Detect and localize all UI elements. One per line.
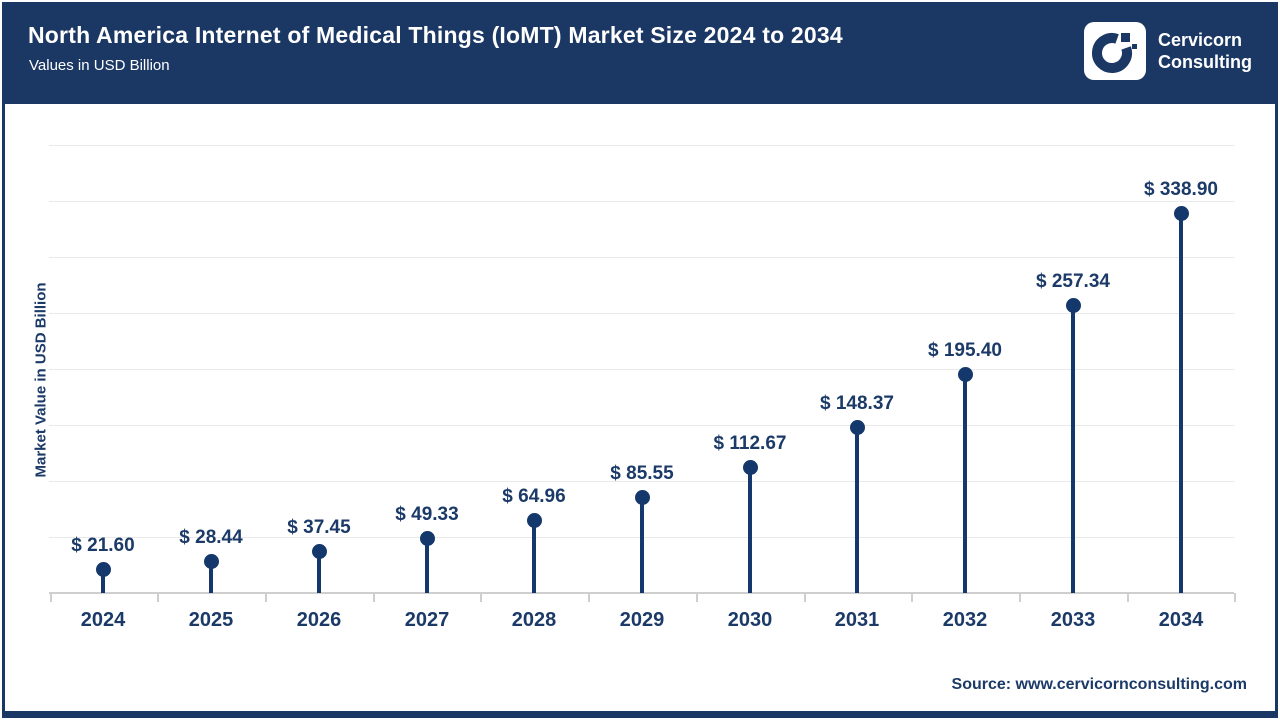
brand-logo: Cervicorn Consulting xyxy=(1084,22,1252,80)
x-axis-label: 2027 xyxy=(404,609,450,631)
lollipop-dot xyxy=(1174,206,1189,221)
frame-border-right xyxy=(1275,104,1278,718)
lollipop-stem xyxy=(317,551,321,593)
lollipop-dot xyxy=(958,367,973,382)
value-label: $ 112.67 xyxy=(713,433,787,454)
x-axis-label: 2025 xyxy=(188,609,234,631)
lollipop-stem xyxy=(532,520,536,593)
header: North America Internet of Medical Things… xyxy=(2,2,1278,104)
lollipop-stem xyxy=(1179,213,1183,593)
x-axis-tick xyxy=(1234,593,1236,602)
lollipop-dot xyxy=(743,460,758,475)
gridline xyxy=(49,145,1234,146)
value-label: $ 195.40 xyxy=(928,340,1002,361)
brand-logo-text: Cervicorn Consulting xyxy=(1158,29,1252,73)
x-axis-line xyxy=(49,592,1234,594)
x-axis-tick xyxy=(157,593,159,602)
brand-logo-line1: Cervicorn xyxy=(1158,30,1243,50)
lollipop-stem xyxy=(963,374,967,593)
x-axis-label: 2030 xyxy=(727,609,773,631)
gridline xyxy=(49,425,1234,426)
frame-border-bottom xyxy=(2,711,1278,718)
x-axis-label: 2033 xyxy=(1050,609,1096,631)
x-axis-label: 2028 xyxy=(511,609,557,631)
x-axis-tick xyxy=(265,593,267,602)
gridline xyxy=(49,313,1234,314)
y-axis-title: Market Value in USD Billion xyxy=(32,282,50,478)
gridline xyxy=(49,257,1234,258)
lollipop-dot xyxy=(312,544,327,559)
source-note: Source: www.cervicornconsulting.com xyxy=(951,676,1247,693)
lollipop-dot xyxy=(1066,298,1081,313)
value-label: $ 28.44 xyxy=(179,527,243,548)
value-label: $ 49.33 xyxy=(395,504,459,525)
value-label: $ 85.55 xyxy=(610,463,674,484)
frame-border-left xyxy=(2,104,5,718)
gridline xyxy=(49,481,1234,482)
value-label: $ 64.96 xyxy=(502,486,566,507)
x-axis-tick xyxy=(588,593,590,602)
x-axis-tick xyxy=(804,593,806,602)
lollipop-stem xyxy=(640,497,644,593)
x-axis-tick xyxy=(480,593,482,602)
x-axis-tick xyxy=(1019,593,1021,602)
x-axis-tick xyxy=(373,593,375,602)
value-label: $ 338.90 xyxy=(1144,179,1218,200)
x-axis-label: 2026 xyxy=(296,609,342,631)
page-title: North America Internet of Medical Things… xyxy=(28,22,843,48)
lollipop-dot xyxy=(850,420,865,435)
cervicorn-logo-icon xyxy=(1084,22,1147,80)
x-axis-tick xyxy=(911,593,913,602)
brand-logo-line2: Consulting xyxy=(1158,52,1252,72)
value-label: $ 257.34 xyxy=(1036,271,1110,292)
x-axis-label: 2032 xyxy=(942,609,988,631)
value-label: $ 37.45 xyxy=(287,517,351,538)
lollipop-stem xyxy=(1071,305,1075,593)
lollipop-dot xyxy=(204,554,219,569)
x-axis-tick xyxy=(696,593,698,602)
lollipop-dot xyxy=(420,531,435,546)
gridline xyxy=(49,369,1234,370)
lollipop-stem xyxy=(209,561,213,593)
lollipop-stem xyxy=(855,427,859,593)
x-axis-label: 2034 xyxy=(1158,609,1204,631)
value-label: $ 21.60 xyxy=(71,535,135,556)
x-axis-label: 2031 xyxy=(834,609,880,631)
gridline xyxy=(49,201,1234,202)
lollipop-stem xyxy=(748,467,752,593)
x-axis-tick xyxy=(50,593,52,602)
lollipop-dot xyxy=(635,490,650,505)
page-subtitle: Values in USD Billion xyxy=(29,57,170,74)
lollipop-stem xyxy=(425,538,429,593)
x-axis-tick xyxy=(1127,593,1129,602)
lollipop-stem xyxy=(101,569,105,593)
value-label: $ 148.37 xyxy=(820,393,894,414)
x-axis-label: 2024 xyxy=(80,609,126,631)
x-axis-label: 2029 xyxy=(619,609,665,631)
lollipop-dot xyxy=(96,562,111,577)
lollipop-dot xyxy=(527,513,542,528)
